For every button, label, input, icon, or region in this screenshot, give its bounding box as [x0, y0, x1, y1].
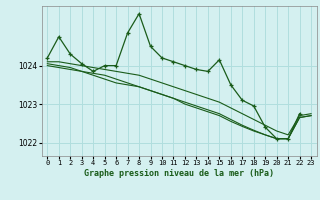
X-axis label: Graphe pression niveau de la mer (hPa): Graphe pression niveau de la mer (hPa) [84, 169, 274, 178]
